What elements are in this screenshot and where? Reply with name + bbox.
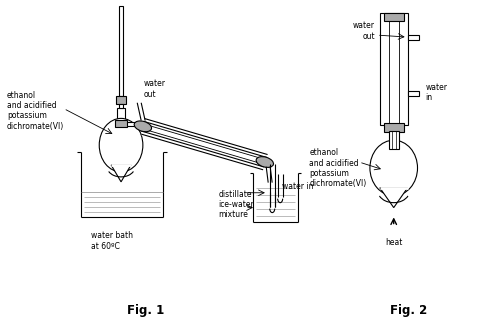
Bar xyxy=(119,104,123,109)
Text: ice-water
mixture: ice-water mixture xyxy=(218,200,254,219)
Bar xyxy=(407,35,420,40)
Polygon shape xyxy=(141,118,267,171)
Bar xyxy=(389,131,399,149)
Polygon shape xyxy=(111,165,131,182)
Text: water
in: water in xyxy=(426,83,447,102)
Text: water
out: water out xyxy=(143,79,165,99)
Text: ethanol
and acidified
potassium
dichromate(VI): ethanol and acidified potassium dichroma… xyxy=(309,148,366,188)
Ellipse shape xyxy=(256,157,273,167)
Bar xyxy=(119,6,123,95)
Bar xyxy=(407,91,420,95)
Bar xyxy=(117,109,125,122)
Ellipse shape xyxy=(99,118,143,172)
Text: water in: water in xyxy=(282,182,314,191)
Ellipse shape xyxy=(370,140,418,196)
Text: water bath
at 60ºC: water bath at 60ºC xyxy=(91,232,133,251)
Text: Fig. 1: Fig. 1 xyxy=(127,304,164,317)
Text: ethanol
and acidified
potassium
dichromate(VI): ethanol and acidified potassium dichroma… xyxy=(7,91,64,131)
Text: water
out: water out xyxy=(353,22,375,41)
Text: distillate: distillate xyxy=(218,190,252,199)
Bar xyxy=(384,123,404,132)
Ellipse shape xyxy=(134,121,152,132)
Polygon shape xyxy=(125,122,143,126)
Bar xyxy=(116,95,126,104)
Text: heat: heat xyxy=(385,238,403,247)
Text: Fig. 2: Fig. 2 xyxy=(390,304,427,317)
Bar xyxy=(115,120,127,127)
Bar xyxy=(384,13,404,21)
Polygon shape xyxy=(380,188,407,208)
Bar xyxy=(380,13,407,125)
